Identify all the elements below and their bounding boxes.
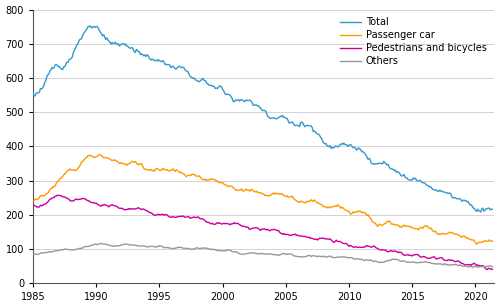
Line: Total: Total bbox=[33, 26, 492, 212]
Passenger car bbox=[96, 153, 102, 156]
Total bbox=[318, 136, 324, 139]
Passenger car bbox=[185, 174, 191, 177]
Passenger car bbox=[38, 194, 44, 197]
Pedestrians and bicycles bbox=[185, 215, 191, 219]
Others bbox=[98, 241, 104, 245]
Passenger car bbox=[30, 199, 36, 203]
Total bbox=[490, 207, 496, 211]
Others bbox=[490, 265, 496, 269]
Pedestrians and bicycles bbox=[46, 199, 52, 202]
Total bbox=[100, 34, 105, 38]
Total bbox=[84, 27, 90, 31]
Others bbox=[84, 245, 90, 248]
Line: Pedestrians and bicycles: Pedestrians and bicycles bbox=[33, 195, 492, 270]
Passenger car bbox=[474, 242, 480, 246]
Total bbox=[30, 91, 36, 95]
Others bbox=[318, 255, 324, 258]
Others bbox=[46, 250, 52, 254]
Others bbox=[38, 251, 44, 255]
Pedestrians and bicycles bbox=[318, 237, 324, 240]
Legend: Total, Passenger car, Pedestrians and bicycles, Others: Total, Passenger car, Pedestrians and bi… bbox=[336, 14, 490, 69]
Pedestrians and bicycles bbox=[38, 204, 44, 207]
Pedestrians and bicycles bbox=[484, 268, 490, 271]
Pedestrians and bicycles bbox=[85, 199, 91, 202]
Pedestrians and bicycles bbox=[54, 193, 60, 197]
Pedestrians and bicycles bbox=[100, 203, 105, 207]
Total bbox=[478, 210, 484, 214]
Line: Passenger car: Passenger car bbox=[33, 155, 492, 244]
Pedestrians and bicycles bbox=[30, 203, 36, 207]
Others bbox=[185, 247, 191, 250]
Total bbox=[87, 24, 93, 28]
Pedestrians and bicycles bbox=[490, 268, 496, 271]
Passenger car bbox=[84, 155, 90, 159]
Passenger car bbox=[46, 189, 52, 193]
Passenger car bbox=[490, 239, 496, 243]
Others bbox=[100, 242, 105, 246]
Others bbox=[30, 253, 36, 256]
Passenger car bbox=[100, 155, 105, 159]
Others bbox=[470, 265, 476, 269]
Line: Others: Others bbox=[33, 243, 492, 267]
Total bbox=[38, 87, 44, 91]
Total bbox=[46, 72, 52, 76]
Passenger car bbox=[318, 202, 324, 206]
Total bbox=[185, 70, 191, 74]
